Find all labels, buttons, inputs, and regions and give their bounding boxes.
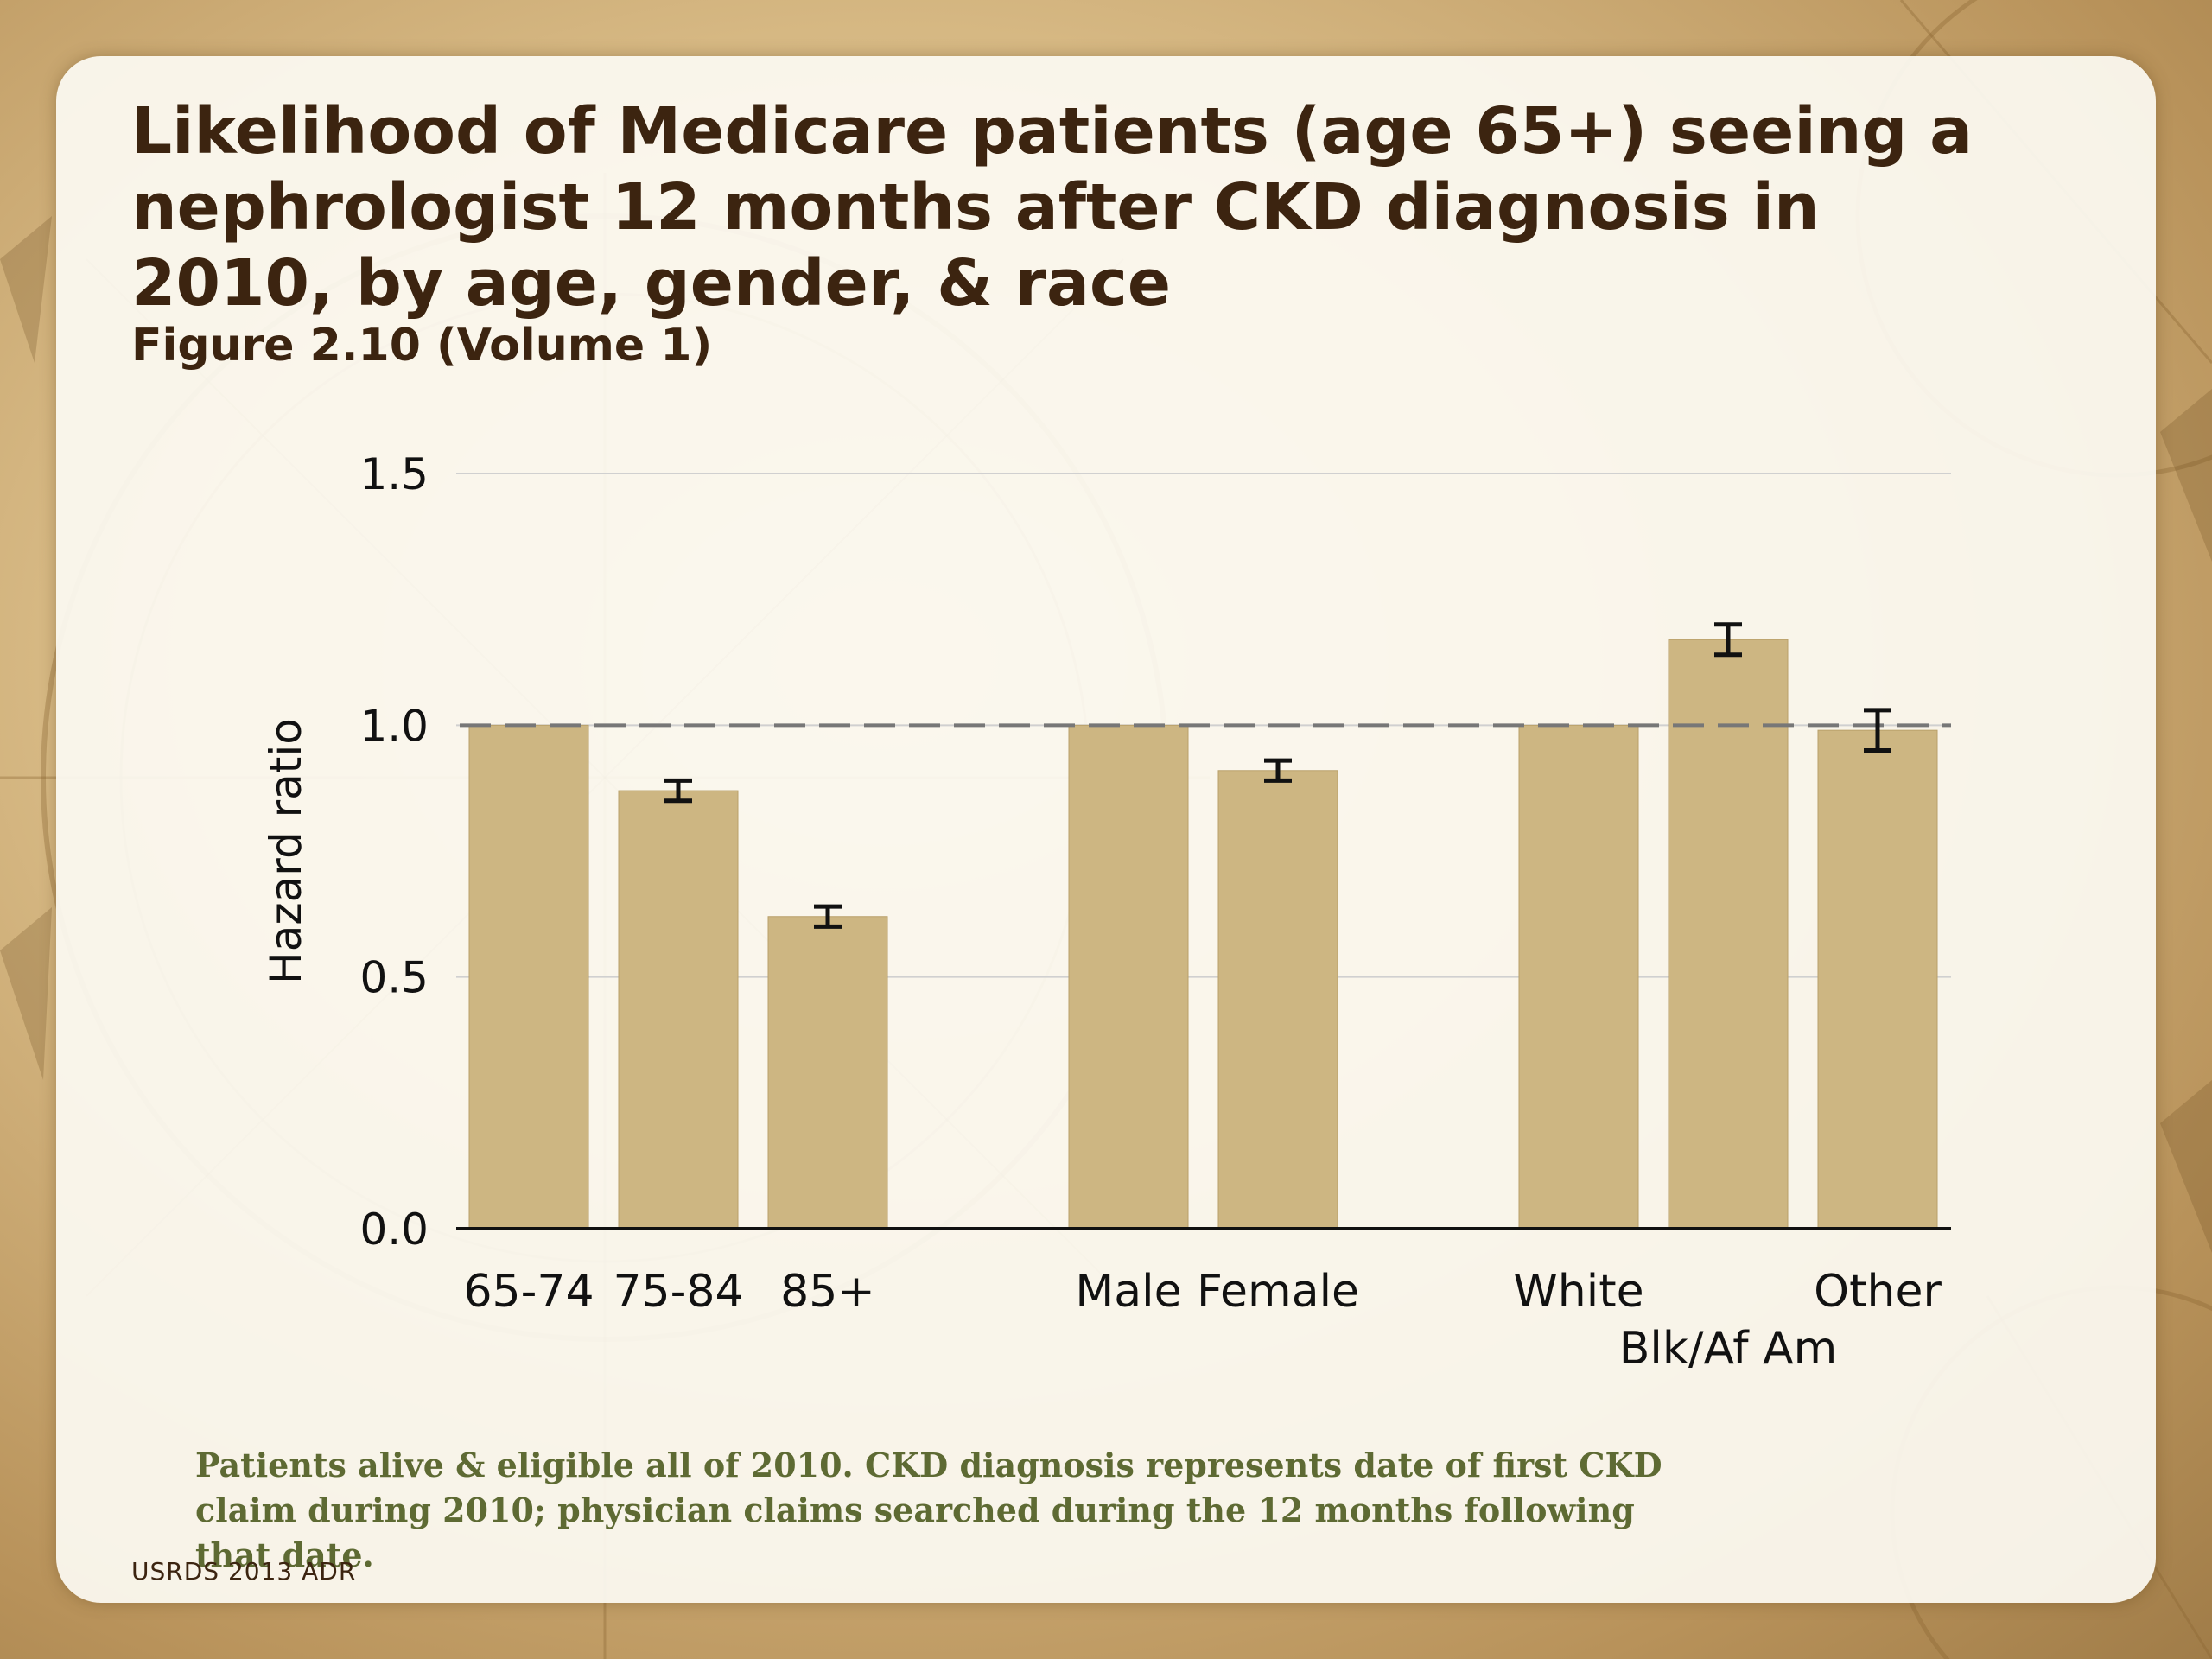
x-category-label: Other <box>1814 1266 1942 1318</box>
bar <box>1217 770 1338 1230</box>
bar <box>767 916 888 1230</box>
x-category-label: Female <box>1197 1266 1359 1318</box>
x-category-label: 85+ <box>780 1266 875 1318</box>
bar <box>468 724 589 1230</box>
x-category-label: Blk/Af Am <box>1619 1323 1838 1375</box>
x-category-label: 75-84 <box>613 1266 743 1318</box>
bars <box>468 639 1938 1230</box>
source-label: USRDS 2013 ADR <box>131 1557 357 1586</box>
bar <box>1668 639 1789 1230</box>
x-category-label: 65-74 <box>463 1266 594 1318</box>
x-category-label: White <box>1513 1266 1643 1318</box>
footnote: Patients alive & eligible all of 2010. C… <box>195 1446 1662 1574</box>
x-category-label: Male <box>1075 1266 1181 1318</box>
bar <box>1068 724 1189 1230</box>
y-tick-label: 0.5 <box>359 953 429 1003</box>
y-tick-label: 1.5 <box>359 449 429 499</box>
bar <box>1518 724 1639 1230</box>
bar <box>1817 729 1938 1230</box>
y-axis-title: Hazard ratio <box>261 718 311 984</box>
y-tick-label: 1.0 <box>359 701 429 751</box>
labels: 0.0 0.5 1.0 1.5 Hazard ratio 65-74 75-84 85+ Mal… <box>261 449 1942 1375</box>
figure-subtitle: Figure 2.10 (Volume 1) <box>131 320 713 372</box>
error-bars <box>664 622 1891 929</box>
bar <box>618 790 739 1230</box>
slide-title: Likelihood of Medicare patients (age 65+… <box>131 94 1974 321</box>
y-tick-label: 0.0 <box>359 1205 429 1255</box>
